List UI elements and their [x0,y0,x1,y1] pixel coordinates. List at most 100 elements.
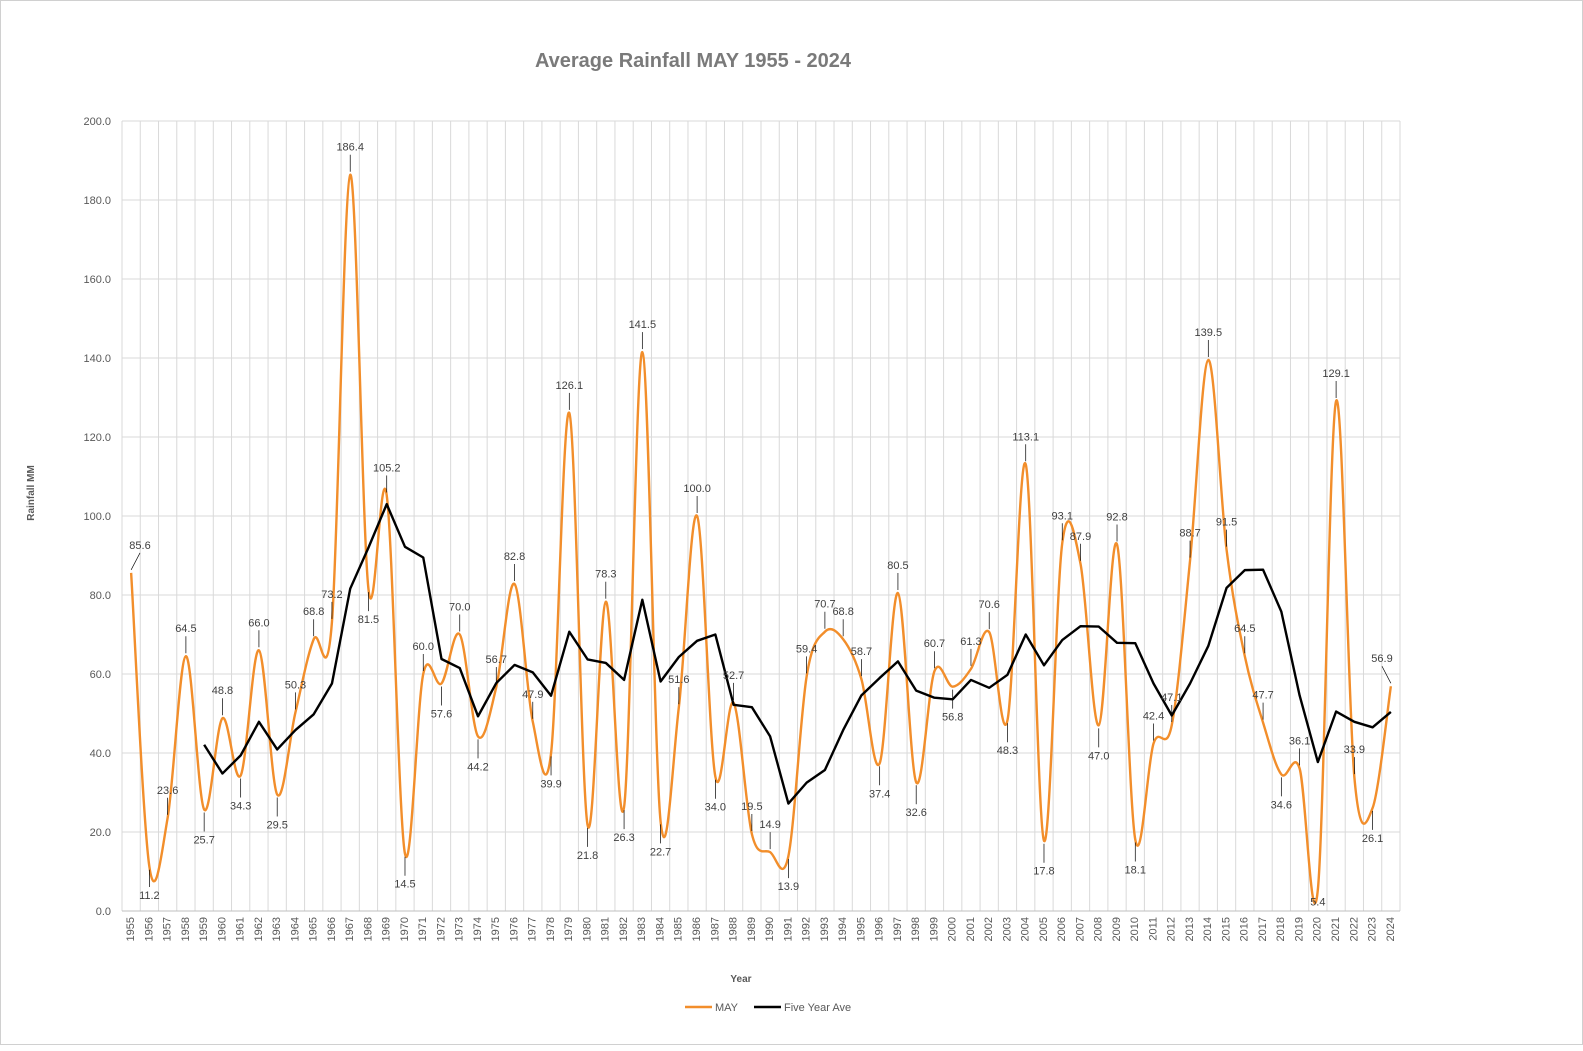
data-label: 60.7 [924,638,945,650]
data-label: 113.1 [1012,431,1039,443]
x-tick-label: 1982 [618,917,630,941]
data-label: 64.5 [175,623,196,635]
y-tick-label: 160.0 [83,274,111,286]
data-label: 39.9 [540,778,561,790]
data-label: 56.8 [942,712,963,724]
x-tick-label: 2007 [1074,917,1086,941]
data-label: 60.0 [413,641,434,653]
x-tick-label: 1960 [216,917,228,941]
x-tick-label: 1997 [892,917,904,941]
x-tick-label: 1994 [837,917,849,941]
data-label: 80.5 [887,560,908,572]
x-tick-label: 1958 [180,917,192,941]
data-label: 68.8 [303,606,324,618]
x-tick-label: 2011 [1147,917,1159,941]
x-tick-label: 2021 [1330,917,1342,941]
x-tick-label: 2019 [1293,917,1305,941]
x-tick-label: 1957 [162,917,174,941]
x-tick-label: 1964 [289,917,301,941]
x-tick-label: 2012 [1166,917,1178,941]
data-label-leader [130,552,141,571]
x-tick-label: 1985 [673,917,685,941]
x-tick-label: 2009 [1111,917,1123,941]
y-tick-label: 40.0 [90,748,111,760]
data-label: 23.6 [157,785,178,797]
x-tick-label: 2003 [1001,917,1013,941]
data-label: 129.1 [1322,368,1350,380]
x-tick-label: 1998 [910,917,922,941]
x-tick-label: 1969 [381,917,393,941]
data-label: 85.6 [129,540,150,552]
data-label: 56.9 [1371,653,1392,665]
legend-label-five-year-ave: Five Year Ave [784,1002,851,1014]
x-tick-label: 1970 [399,917,411,941]
data-label: 34.6 [1271,799,1292,811]
data-label: 32.6 [905,807,926,819]
data-label: 37.4 [869,788,890,800]
data-label: 56.7 [486,654,507,666]
x-tick-label: 1989 [746,917,758,941]
data-label: 58.7 [851,646,872,658]
data-label: 26.3 [613,832,634,844]
x-tick-label: 2002 [983,917,995,941]
x-tick-label: 2016 [1239,917,1251,941]
data-label: 81.5 [358,614,379,626]
x-tick-label: 1981 [600,917,612,941]
x-tick-label: 1974 [472,917,484,941]
x-tick-label: 2010 [1129,917,1141,941]
data-label: 139.5 [1195,327,1223,339]
data-label: 26.1 [1362,833,1383,845]
x-tick-label: 2013 [1184,917,1196,941]
data-label: 73.2 [321,589,342,601]
data-label: 13.9 [778,881,799,893]
legend-label-may: MAY [715,1002,739,1014]
x-tick-label: 1988 [728,917,740,941]
x-tick-label: 1965 [308,917,320,941]
x-tick-label: 1959 [198,917,210,941]
x-tick-label: 1968 [362,917,374,941]
data-label: 57.6 [431,708,452,720]
data-label: 126.1 [556,380,584,392]
data-label: 29.5 [266,819,287,831]
data-label: 44.2 [467,761,488,773]
data-label: 5.4 [1310,897,1325,909]
data-label: 48.3 [997,745,1018,757]
x-tick-label: 1963 [271,917,283,941]
x-tick-label: 1999 [928,917,940,941]
data-label: 42.4 [1143,711,1164,723]
x-tick-label: 2005 [1038,917,1050,941]
x-tick-label: 1976 [508,917,520,941]
x-tick-label: 2000 [947,917,959,941]
data-label: 70.7 [814,599,835,611]
data-label: 17.8 [1033,866,1054,878]
x-tick-label: 1992 [801,917,813,941]
data-label: 21.8 [577,850,598,862]
x-tick-label: 1980 [581,917,593,941]
x-tick-label: 1966 [326,917,338,941]
data-label: 33.9 [1344,744,1365,756]
x-tick-label: 2018 [1275,917,1287,941]
data-label: 70.0 [449,602,470,614]
x-tick-label: 1991 [782,917,794,941]
x-tick-label: 1995 [855,917,867,941]
data-label: 36.1 [1289,735,1310,747]
may-line [129,173,1393,905]
data-label: 47.1 [1161,692,1182,704]
x-tick-label: 1961 [235,917,247,941]
x-tick-label: 2023 [1367,917,1379,941]
data-label: 25.7 [193,834,214,846]
data-label: 52.7 [723,670,744,682]
data-label: 93.1 [1052,510,1073,522]
x-tick-label: 1978 [545,917,557,941]
x-tick-label: 1987 [709,917,721,941]
x-tick-label: 2004 [1020,917,1032,941]
x-tick-label: 2024 [1385,917,1397,941]
data-label: 68.8 [832,606,853,618]
x-tick-label: 1962 [253,917,265,941]
x-tick-label: 2006 [1056,917,1068,941]
data-label: 18.1 [1125,865,1146,877]
five-year-ave-line [203,502,1392,805]
data-label: 22.7 [650,846,671,858]
y-tick-label: 180.0 [83,195,111,207]
